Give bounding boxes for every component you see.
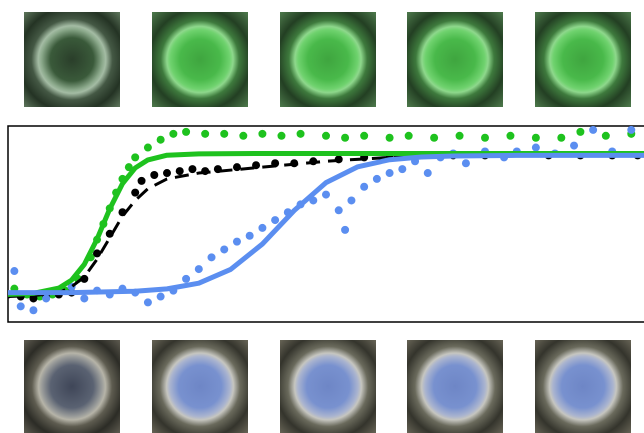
data-point bbox=[386, 134, 394, 142]
data-point bbox=[462, 159, 470, 167]
data-point bbox=[144, 298, 152, 306]
data-point bbox=[131, 153, 139, 161]
data-point bbox=[386, 169, 394, 177]
data-point bbox=[430, 134, 438, 142]
data-point bbox=[347, 196, 355, 204]
data-point bbox=[576, 128, 584, 136]
data-point bbox=[258, 130, 266, 138]
data-point bbox=[506, 132, 514, 140]
data-point bbox=[131, 189, 139, 197]
data-point bbox=[602, 132, 610, 140]
data-point bbox=[335, 206, 343, 214]
data-point bbox=[220, 245, 228, 253]
data-point bbox=[144, 144, 152, 152]
data-point bbox=[10, 267, 18, 275]
data-point bbox=[277, 132, 285, 140]
data-point bbox=[456, 132, 464, 140]
data-point bbox=[424, 169, 432, 177]
data-point bbox=[208, 253, 216, 261]
data-point bbox=[271, 216, 279, 224]
data-point bbox=[80, 294, 88, 302]
data-point bbox=[163, 169, 171, 177]
data-point bbox=[373, 175, 381, 183]
data-point bbox=[341, 134, 349, 142]
data-point bbox=[220, 130, 228, 138]
data-point bbox=[557, 134, 565, 142]
data-point bbox=[157, 136, 165, 144]
data-point bbox=[138, 177, 146, 185]
data-point bbox=[195, 265, 203, 273]
data-point bbox=[150, 171, 158, 179]
data-point bbox=[532, 144, 540, 152]
data-point bbox=[481, 134, 489, 142]
data-point bbox=[176, 167, 184, 175]
data-point bbox=[93, 249, 101, 257]
data-point bbox=[341, 226, 349, 234]
data-point bbox=[360, 183, 368, 191]
figure: (() => { const data = JSON.parse(documen… bbox=[0, 0, 644, 433]
data-point bbox=[405, 132, 413, 140]
data-point bbox=[360, 132, 368, 140]
data-point bbox=[246, 232, 254, 240]
data-point bbox=[233, 238, 241, 246]
data-point bbox=[169, 130, 177, 138]
data-point bbox=[627, 126, 635, 134]
data-point bbox=[201, 130, 209, 138]
data-point bbox=[322, 191, 330, 199]
data-point bbox=[258, 224, 266, 232]
data-point bbox=[29, 306, 37, 314]
data-point bbox=[157, 293, 165, 301]
chart bbox=[0, 0, 644, 433]
data-point bbox=[17, 302, 25, 310]
data-point bbox=[239, 132, 247, 140]
data-point bbox=[188, 165, 196, 173]
data-point bbox=[233, 163, 241, 171]
data-point bbox=[589, 126, 597, 134]
data-point bbox=[398, 165, 406, 173]
data-point bbox=[570, 142, 578, 150]
data-point bbox=[297, 130, 305, 138]
data-point bbox=[182, 128, 190, 136]
data-point bbox=[322, 132, 330, 140]
data-point bbox=[532, 134, 540, 142]
data-point bbox=[182, 275, 190, 283]
